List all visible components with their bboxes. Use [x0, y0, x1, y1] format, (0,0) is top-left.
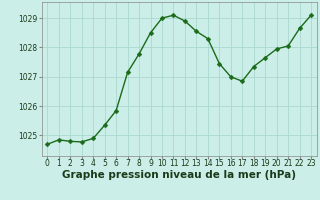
- X-axis label: Graphe pression niveau de la mer (hPa): Graphe pression niveau de la mer (hPa): [62, 170, 296, 180]
